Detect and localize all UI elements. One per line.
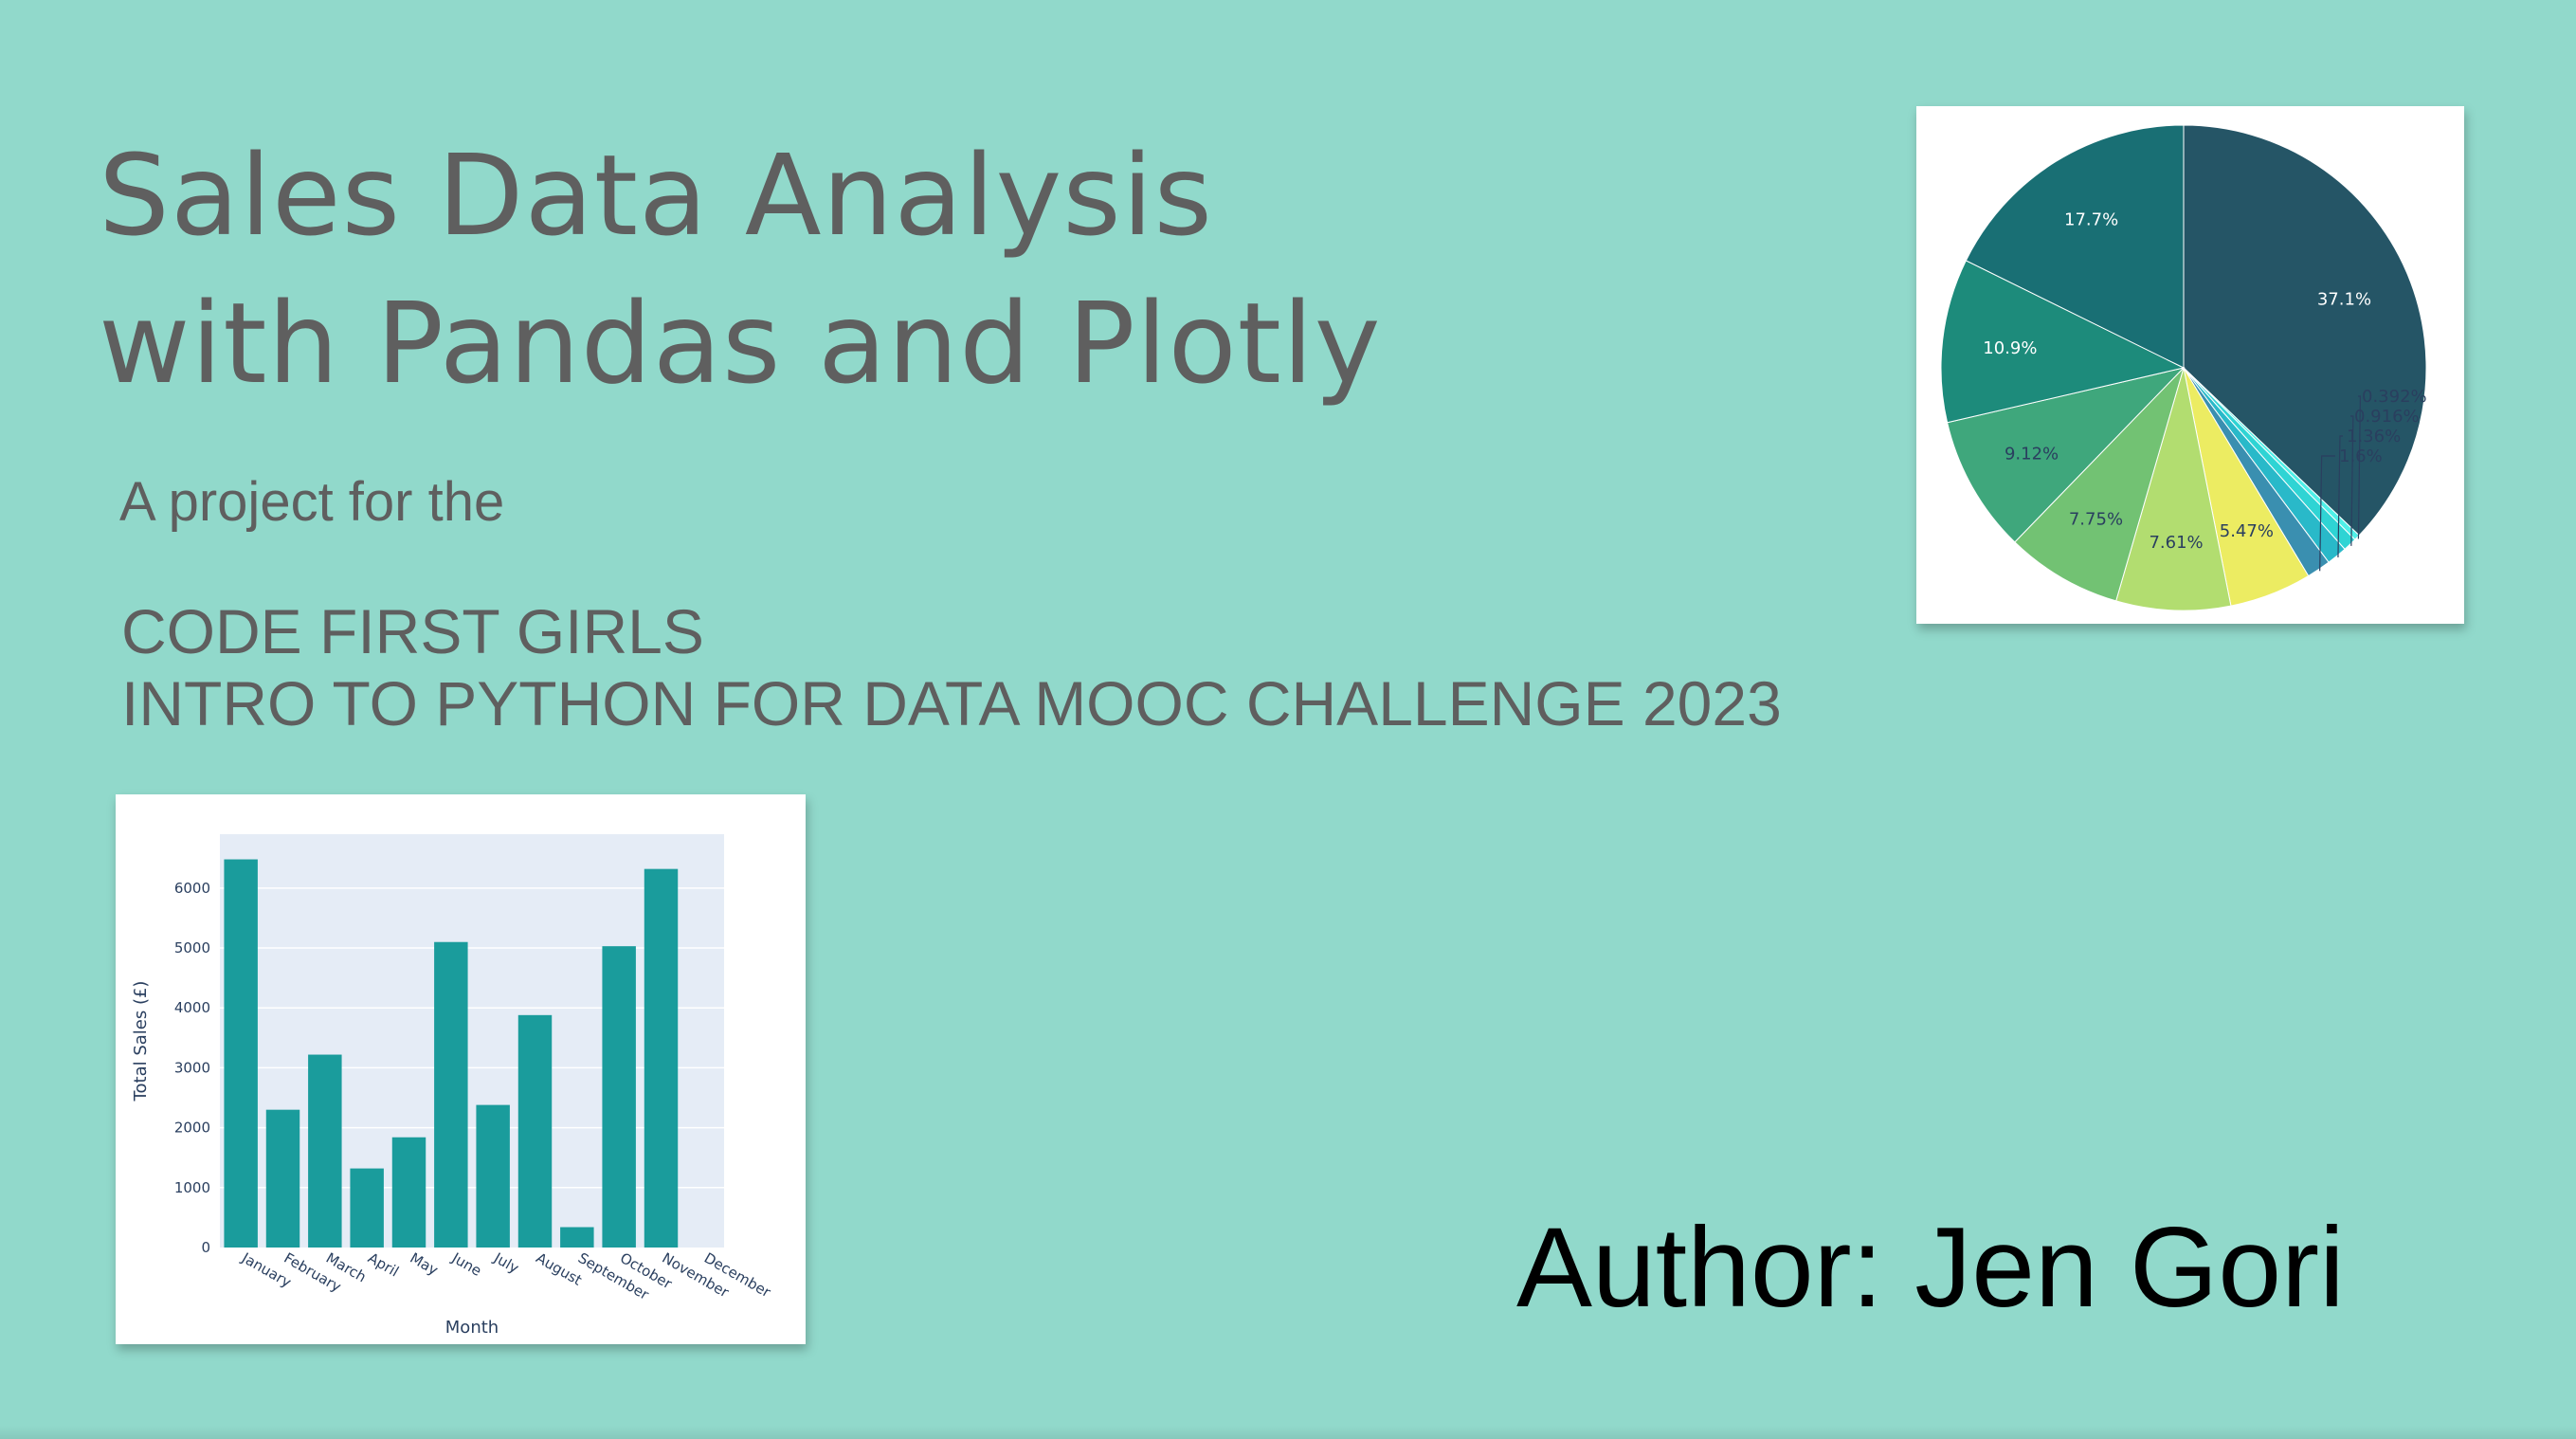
bar bbox=[224, 859, 258, 1248]
x-tick-label: May bbox=[408, 1249, 442, 1279]
pie-slice-label: 0.916% bbox=[2354, 407, 2420, 427]
pie-leader-line bbox=[2337, 435, 2343, 558]
pie-slice-label: 0.392% bbox=[2362, 387, 2427, 407]
pie-slice-label: 1.6% bbox=[2339, 446, 2383, 466]
bar-chart: 0100020003000400050006000JanuaryFebruary… bbox=[131, 834, 774, 1338]
pie-slice-label: 9.12% bbox=[2005, 445, 2059, 464]
bar bbox=[391, 1137, 426, 1248]
challenge-name: INTRO TO PYTHON FOR DATA MOOC CHALLENGE … bbox=[121, 668, 1782, 738]
bar bbox=[476, 1104, 510, 1248]
pie-slice-label: 37.1% bbox=[2317, 289, 2371, 309]
bar bbox=[560, 1227, 594, 1248]
pie-chart: 37.1% 5.47% 7.61% 7.75% 9.12% 10.9% 17.7% 0.392… bbox=[1940, 124, 2427, 611]
y-tick-label: 3000 bbox=[174, 1059, 210, 1076]
x-tick-label: June bbox=[448, 1248, 484, 1279]
y-tick-label: 2000 bbox=[174, 1120, 210, 1137]
x-tick-label: August bbox=[534, 1249, 586, 1289]
bar bbox=[265, 1109, 300, 1248]
slide-bottom-shadow bbox=[0, 1426, 2576, 1439]
author-credit: Author: Jen Gori bbox=[1516, 1204, 2345, 1331]
bar-chart-card: 0 1000 2000 3000 4000 5000 6000 January February… bbox=[116, 794, 806, 1344]
bar bbox=[517, 1014, 553, 1248]
title-line-1: Sales Data Analysis bbox=[99, 130, 1214, 261]
pie-slice-label: 1.36% bbox=[2347, 427, 2401, 446]
slide-title: Sales Data Analysis with Pandas and Plot… bbox=[99, 121, 1382, 417]
pie-slice bbox=[2183, 124, 2427, 537]
pie-slice-label: 17.7% bbox=[2064, 209, 2118, 229]
x-axis-label: Month bbox=[445, 1318, 499, 1338]
pie-slice bbox=[1940, 260, 2186, 424]
pie-slice bbox=[2014, 367, 2185, 602]
pie-slice bbox=[1965, 124, 2185, 369]
pie-leader-line bbox=[2357, 395, 2362, 539]
y-tick-label: 1000 bbox=[174, 1179, 210, 1196]
title-line-2: with Pandas and Plotly bbox=[99, 278, 1382, 409]
y-tick-label: 4000 bbox=[174, 999, 210, 1016]
y-tick-label: 6000 bbox=[174, 880, 210, 897]
bar bbox=[350, 1168, 384, 1248]
y-axis-label: Total Sales (£) bbox=[131, 981, 151, 1102]
pie-slice-label: 7.61% bbox=[2149, 533, 2203, 553]
bar bbox=[434, 941, 468, 1248]
x-tick-label: July bbox=[490, 1248, 521, 1277]
x-tick-label: April bbox=[365, 1249, 402, 1281]
bar bbox=[644, 868, 679, 1248]
plot-area bbox=[220, 834, 724, 1248]
pie-slice bbox=[2115, 367, 2232, 611]
pie-slice bbox=[1947, 367, 2186, 543]
pie-slice-label: 7.75% bbox=[2069, 509, 2123, 529]
y-tick-label: 0 bbox=[201, 1239, 210, 1256]
pie-slice-label: 5.47% bbox=[2220, 521, 2274, 541]
bar bbox=[308, 1054, 342, 1248]
pie-leader-line bbox=[2319, 455, 2335, 572]
bar bbox=[602, 946, 636, 1248]
org-name: CODE FIRST GIRLS bbox=[121, 596, 704, 666]
project-subtitle: A project for the bbox=[119, 471, 505, 533]
pie-slice-label: 10.9% bbox=[1983, 338, 2037, 358]
organization-block: CODE FIRST GIRLS INTRO TO PYTHON FOR DAT… bbox=[121, 595, 1782, 739]
pie-chart-card: 37.1% 5.47% 7.61% 7.75% 9.12% 10.9% 17.7% 0.392… bbox=[1916, 106, 2464, 624]
pie-leader-line bbox=[2350, 415, 2354, 546]
y-tick-label: 5000 bbox=[174, 939, 210, 956]
